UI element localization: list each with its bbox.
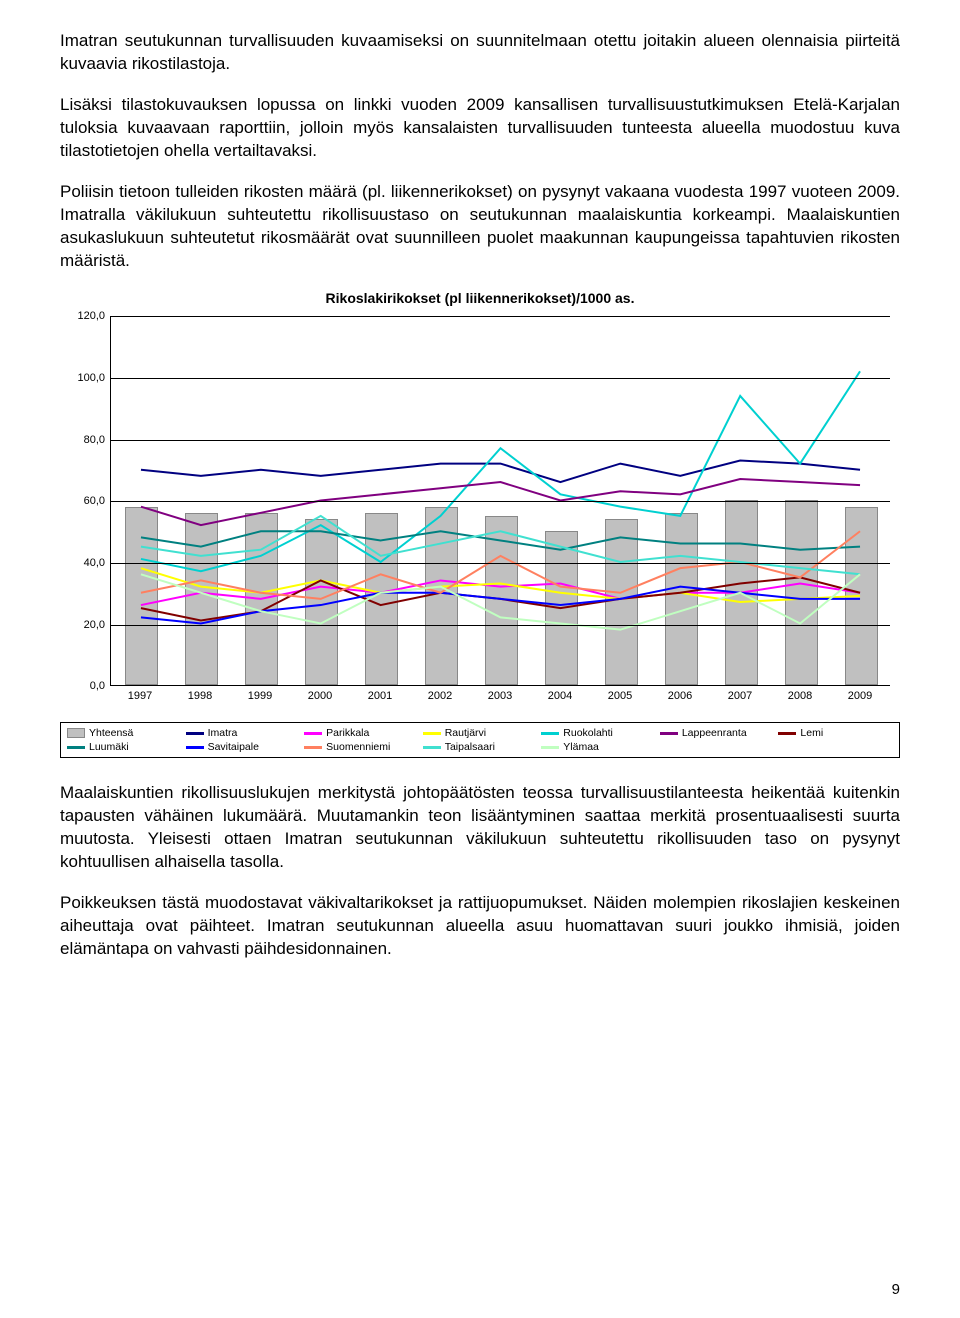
x-axis-label: 2003 [488,690,512,702]
chart-container: 0,020,040,060,080,0100,0120,019971998199… [60,316,900,716]
legend-label: Ylämaa [563,741,599,753]
legend-label: Parikkala [326,727,369,739]
y-axis-label: 80,0 [65,434,105,446]
legend-label: Yhteensä [89,727,133,739]
legend-label: Savitaipale [208,741,259,753]
gridline [111,501,890,502]
legend-item: Yhteensä [67,727,182,739]
bar [785,500,818,685]
legend-item: Savitaipale [186,741,301,753]
bar [125,507,158,686]
y-axis-label: 20,0 [65,619,105,631]
bar [665,513,698,686]
chart-legend: Yhteensä Imatra Parikkala Rautjärvi Ruokolah… [60,722,900,758]
x-axis-label: 1997 [128,690,152,702]
bar [305,519,338,686]
legend-swatch [304,732,322,735]
legend-swatch [67,728,85,738]
paragraph-4: Maalaiskuntien rikollisuuslukujen merkit… [60,782,900,874]
gridline [111,563,890,564]
x-axis-label: 2007 [728,690,752,702]
chart-title: Rikoslakirikokset (pl liikennerikokset)/… [60,290,900,306]
y-axis-label: 100,0 [65,372,105,384]
y-axis-label: 40,0 [65,557,105,569]
bar [485,516,518,686]
bar [605,519,638,686]
legend-swatch [541,746,559,749]
y-axis-label: 60,0 [65,495,105,507]
legend-swatch [541,732,559,735]
y-axis-label: 0,0 [65,680,105,692]
series-line [141,461,860,483]
x-axis-label: 2001 [368,690,392,702]
legend-item: Rautjärvi [423,727,538,739]
legend-swatch [423,732,441,735]
paragraph-3: Poliisin tietoon tulleiden rikosten määr… [60,181,900,273]
x-axis-label: 1999 [248,690,272,702]
legend-label: Taipalsaari [445,741,495,753]
legend-label: Suomenniemi [326,741,390,753]
gridline [111,440,890,441]
legend-item: Luumäki [67,741,182,753]
legend-item: Ruokolahti [541,727,656,739]
bar [545,531,578,685]
paragraph-5: Poikkeuksen tästä muodostavat väkivaltar… [60,892,900,961]
legend-label: Lemi [800,727,823,739]
gridline [111,316,890,317]
x-axis-label: 2000 [308,690,332,702]
legend-swatch [304,746,322,749]
legend-item: Imatra [186,727,301,739]
x-axis-label: 2008 [788,690,812,702]
legend-swatch [778,732,796,735]
paragraph-1: Imatran seutukunnan turvallisuuden kuvaa… [60,30,900,76]
legend-swatch [67,746,85,749]
chart-plot-area [110,316,890,686]
legend-item: Taipalsaari [423,741,538,753]
bar [725,500,758,685]
x-axis-label: 2009 [848,690,872,702]
legend-swatch [186,746,204,749]
bar [365,513,398,686]
y-axis-label: 120,0 [65,310,105,322]
legend-label: Ruokolahti [563,727,613,739]
legend-swatch [660,732,678,735]
x-axis-label: 1998 [188,690,212,702]
crime-chart: Rikoslakirikokset (pl liikennerikokset)/… [60,290,900,758]
bar [845,507,878,686]
legend-label: Rautjärvi [445,727,486,739]
legend-swatch [423,746,441,749]
paragraph-2: Lisäksi tilastokuvauksen lopussa on link… [60,94,900,163]
bar [425,507,458,686]
legend-item: Lappeenranta [660,727,775,739]
legend-item: Ylämaa [541,741,656,753]
gridline [111,378,890,379]
gridline [111,625,890,626]
x-axis-label: 2004 [548,690,572,702]
legend-label: Lappeenranta [682,727,747,739]
legend-item: Suomenniemi [304,741,419,753]
legend-swatch [186,732,204,735]
legend-label: Luumäki [89,741,129,753]
bar [185,513,218,686]
x-axis-label: 2002 [428,690,452,702]
bar [245,513,278,686]
legend-label: Imatra [208,727,238,739]
page-number: 9 [892,1281,900,1298]
x-axis-label: 2005 [608,690,632,702]
x-axis-label: 2006 [668,690,692,702]
legend-item: Parikkala [304,727,419,739]
legend-item: Lemi [778,727,893,739]
